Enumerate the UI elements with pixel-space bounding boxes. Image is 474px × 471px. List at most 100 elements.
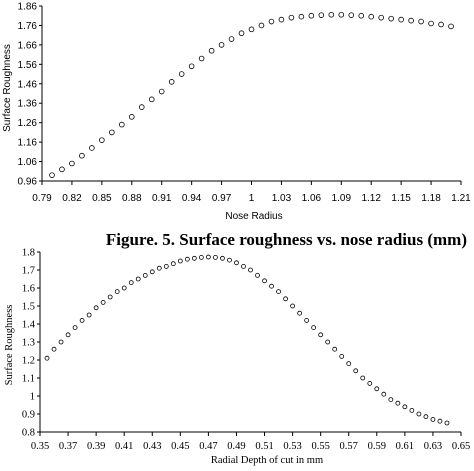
y-tick-label: 1.76 [18,21,38,32]
y-tick-labels: 0.96 1.06 1.16 1.26 1.36 1.46 1.56 1.66 1.76 1.86 [18,2,38,188]
data-point [44,355,50,361]
y-tick-label: 0.8 [22,428,35,439]
data-point [388,15,394,22]
x-tick-label: 1 [249,193,255,204]
data-point [72,325,78,331]
data-point [69,160,75,167]
x-tick-label: 0.88 [122,193,142,204]
x-tick-label: 0.37 [59,441,77,452]
data-point [138,104,145,110]
data-point [79,317,85,323]
data-point [416,411,422,417]
y-tick-label: 1.46 [18,79,38,90]
data-point [163,263,169,269]
data-point [262,278,267,284]
y-axis-label: Surface Roughness [2,44,13,132]
y-tick-label: 1.2 [22,356,35,367]
data-point [255,272,260,278]
data-point [378,14,384,21]
data-point [234,260,239,266]
data-point [205,254,211,260]
y-tick-label: 1.16 [18,138,38,149]
y-tick-label: 1.7 [22,266,35,277]
x-tick-label: 0.82 [62,193,82,204]
x-tick-label: 0.41 [115,441,133,452]
data-point [177,258,183,264]
data-point [178,71,185,77]
data-point [156,265,162,271]
y-tick-label: 1.66 [18,40,38,51]
data-point [346,361,352,367]
data-point [168,79,175,85]
data-point [241,263,246,269]
data-point [325,339,331,345]
x-tick-labels: 0.35 0.37 0.39 0.41 0.43 0.45 0.47 0.49 0.51 0.53… [31,441,470,452]
figure-caption: Figure. 5. Surface roughness vs. nose ra… [106,230,467,249]
data-point [198,254,204,260]
data-point [311,325,317,331]
data-point [59,166,65,173]
y-tick-label: 1.6 [22,284,35,295]
data-point [121,285,127,291]
x-tick-label: 0.59 [368,441,386,452]
y-tick-label: 1.5 [22,302,35,313]
x-tick-label: 0.57 [340,441,358,452]
data-point [107,294,113,300]
y-tick-label: 0.9 [22,410,35,421]
data-point [148,96,155,103]
data-point [213,254,218,260]
data-point [381,391,387,397]
x-tick-label: 0.97 [212,193,232,204]
data-point [109,129,115,136]
data-point [360,375,366,381]
axes [37,251,462,436]
data-point [248,267,253,273]
x-tick-label: 0.61 [396,441,414,452]
data-point [228,36,235,42]
data-point [318,332,324,338]
x-tick-label: 1.09 [332,193,352,204]
data-point [218,42,225,48]
data-point [437,418,443,424]
data-point [86,312,92,318]
y-tick-label: 1.36 [18,99,38,110]
data-point [191,255,197,261]
axis-lines [41,6,461,182]
y-tick-label: 1.86 [18,2,38,13]
data-point [158,88,165,95]
x-tick-label: 0.94 [182,193,202,204]
x-tick-label: 1.03 [272,193,292,204]
data-point [135,276,141,282]
data-point [430,416,436,422]
x-tick-label: 0.85 [92,193,112,204]
data-point [353,368,359,374]
data-point [269,283,274,289]
y-tick-label: 0.96 [18,177,38,188]
data-point [278,16,285,23]
data-point [188,63,195,70]
data-point [388,397,394,403]
data-point [448,23,454,30]
data-point [402,404,408,410]
data-point [248,26,255,33]
data-point [408,17,414,24]
x-tick-label: 1.18 [421,193,441,204]
data-point [93,305,99,311]
data-point [438,21,444,28]
chart-nose-radius: 0.96 1.06 1.16 1.26 1.36 1.46 1.56 1.66 1.76 1.86… [2,2,471,223]
y-tick-label: 1.3 [22,338,35,349]
x-tick-label: 0.63 [424,441,442,452]
data-point [418,18,424,25]
x-tick-label: 0.49 [227,441,245,452]
y-tick-labels: 0.8 0.9 1 1.1 1.2 1.3 1.4 1.5 1.6 1.7 1.8 [22,248,36,439]
data-point [423,414,429,420]
data-point [49,172,55,178]
data-point [339,353,345,359]
data-point [99,137,105,143]
x-tick-label: 0.51 [255,441,273,452]
data-point [428,20,434,27]
x-tick-label: 0.43 [143,441,161,452]
x-tick-label: 0.39 [87,441,105,452]
x-tick-label: 0.35 [31,441,49,452]
